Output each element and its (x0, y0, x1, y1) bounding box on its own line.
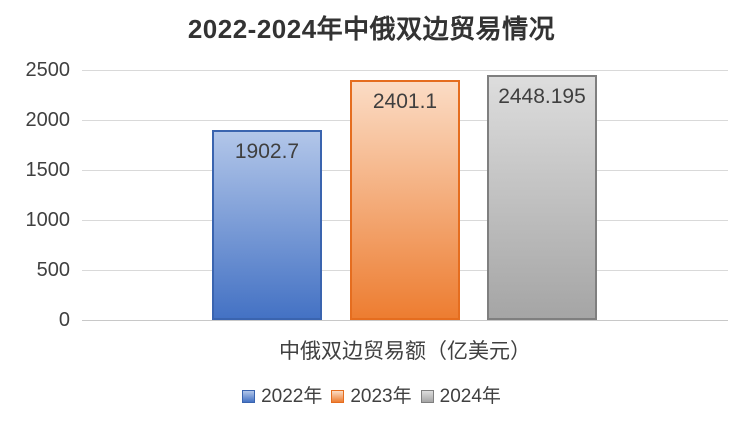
y-tick-label: 2500 (25, 59, 71, 81)
x-axis-line (82, 320, 728, 321)
bar-2024年: 2448.195 (487, 75, 597, 320)
legend-label: 2024年 (439, 386, 501, 407)
bar-value-label: 2448.195 (498, 85, 586, 109)
plot-area: 1902.7 2401.1 2448.195 (82, 70, 728, 321)
gridline (82, 70, 728, 71)
legend-item-2022年: 2022年 (242, 387, 322, 406)
legend-item-2024年: 2024年 (420, 386, 501, 407)
y-tick-label: 1000 (25, 209, 71, 231)
bar-value-label: 2401.1 (372, 89, 438, 113)
y-tick-label: 500 (36, 259, 70, 281)
bar-2022年: 1902.7 (212, 129, 322, 320)
y-tick-label: 2000 (25, 109, 71, 131)
legend-swatch (420, 390, 434, 403)
x-axis-category-label: 中俄双边贸易额（亿美元） (279, 339, 531, 363)
bar-2023年: 2401.1 (350, 79, 460, 320)
y-tick-label: 1500 (25, 159, 71, 181)
legend-swatch (331, 390, 345, 403)
legend-label: 2023年 (350, 386, 412, 407)
legend-label: 2022年 (261, 386, 323, 407)
chart-title: 2022-2024年中俄双边贸易情况 (187, 14, 556, 44)
y-tick-label: 0 (58, 309, 70, 331)
legend-item-2023年: 2023年 (331, 386, 412, 407)
legend-swatch (242, 390, 256, 403)
legend: 2022年 2023年 2024年 (0, 387, 743, 406)
bar-value-label: 1902.7 (234, 139, 300, 163)
